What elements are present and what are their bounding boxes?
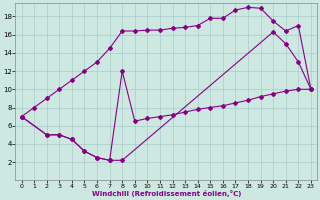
X-axis label: Windchill (Refroidissement éolien,°C): Windchill (Refroidissement éolien,°C) (92, 190, 241, 197)
